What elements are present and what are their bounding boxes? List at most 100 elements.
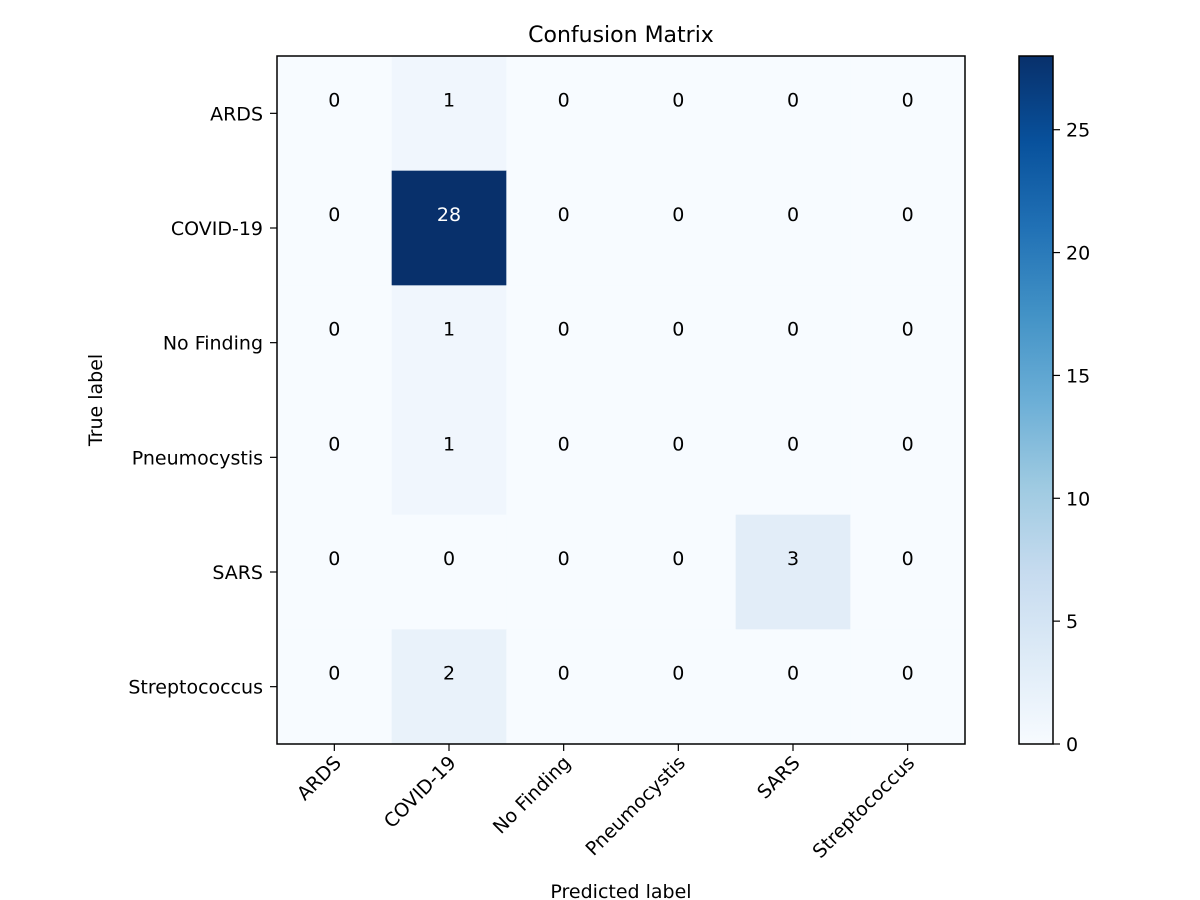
- colorbar-tick-label: 20: [1066, 243, 1090, 265]
- x-tick-label: COVID-19: [380, 752, 461, 833]
- heatmap-cell: [506, 629, 622, 745]
- y-tick-label: SARS: [212, 562, 263, 584]
- x-tick-label: SARS: [753, 752, 804, 803]
- heatmap-cell: [391, 170, 507, 286]
- heatmap-cell: [506, 56, 622, 172]
- heatmap-cell: [506, 285, 622, 401]
- cell-value-label: 0: [902, 663, 914, 685]
- heatmap-cell: [391, 629, 507, 745]
- heatmap-cell: [277, 400, 393, 516]
- y-tick-label: No Finding: [163, 333, 263, 355]
- heatmap-cell: [277, 514, 393, 630]
- heatmap-cell: [850, 629, 966, 745]
- cell-value-label: 0: [328, 433, 340, 455]
- cell-value-label: 1: [443, 89, 455, 111]
- cell-value-label: 0: [558, 433, 570, 455]
- cell-value-label: 0: [328, 319, 340, 341]
- x-axis-label: Predicted label: [550, 881, 691, 900]
- cell-value-label: 0: [787, 319, 799, 341]
- cell-value-label: 0: [558, 319, 570, 341]
- heatmap-cell: [735, 170, 851, 286]
- cell-value-label: 0: [672, 89, 684, 111]
- cell-value-label: 0: [558, 548, 570, 570]
- cell-value-label: 0: [902, 433, 914, 455]
- heatmap-cell: [391, 285, 507, 401]
- heatmap-cell: [621, 285, 737, 401]
- cell-value-label: 0: [787, 663, 799, 685]
- cell-value-label: 0: [328, 89, 340, 111]
- cell-value-label: 0: [558, 204, 570, 226]
- y-axis-label: True label: [85, 354, 107, 447]
- x-axis-ticks: ARDS COVID-19 No Finding Pneumocystis SARS St…: [293, 744, 919, 863]
- heatmap-cell: [850, 285, 966, 401]
- cell-value-label: 0: [672, 319, 684, 341]
- y-axis-ticks: ARDS COVID-19 No Finding Pneumocystis SARS St…: [128, 103, 277, 699]
- cell-value-label: 1: [443, 433, 455, 455]
- y-tick-label: ARDS: [210, 103, 263, 125]
- colorbar-tick-label: 0: [1066, 734, 1078, 756]
- heatmap-cell: [621, 400, 737, 516]
- cell-value-label: 0: [672, 663, 684, 685]
- chart-title: Confusion Matrix: [528, 23, 714, 48]
- colorbar: [1018, 55, 1054, 745]
- heatmap-cells: [277, 56, 966, 745]
- heatmap-cell: [735, 400, 851, 516]
- cell-value-label: 0: [902, 319, 914, 341]
- cell-value-label: 2: [443, 663, 455, 685]
- colorbar-tick-label: 25: [1066, 120, 1090, 142]
- heatmap-cell: [621, 56, 737, 172]
- heatmap-cell: [735, 285, 851, 401]
- heatmap-cell: [277, 170, 393, 286]
- heatmap-cell: [621, 514, 737, 630]
- cell-value-label: 0: [672, 204, 684, 226]
- x-tick-label: Pneumocystis: [582, 752, 690, 860]
- cell-value-label: 0: [443, 548, 455, 570]
- colorbar-ticks: 0 5 10 15 20 25: [1053, 120, 1090, 756]
- heatmap-cell: [850, 170, 966, 286]
- heatmap-cell: [850, 56, 966, 172]
- cell-value-label: 0: [672, 548, 684, 570]
- cell-value-label: 0: [328, 663, 340, 685]
- heatmap-cell: [506, 170, 622, 286]
- heatmap-cell: [735, 56, 851, 172]
- y-tick-label: Pneumocystis: [132, 447, 263, 469]
- heatmap-cell: [391, 514, 507, 630]
- heatmap-cell: [850, 514, 966, 630]
- heatmap-cell: [850, 400, 966, 516]
- heatmap-cell: [391, 400, 507, 516]
- heatmap-cell: [277, 629, 393, 745]
- cell-value-label: 0: [787, 433, 799, 455]
- heatmap-cell: [277, 56, 393, 172]
- heatmap-cell: [391, 56, 507, 172]
- heatmap-cell: [277, 285, 393, 401]
- heatmap-cell: [735, 629, 851, 745]
- cell-value-label: 0: [902, 204, 914, 226]
- cell-value-label: 0: [787, 204, 799, 226]
- cell-value-label: 0: [558, 89, 570, 111]
- x-tick-label: ARDS: [293, 752, 346, 805]
- heatmap-cell: [621, 170, 737, 286]
- cell-value-label: 0: [328, 548, 340, 570]
- heatmap-cell: [621, 629, 737, 745]
- cell-value-label: 0: [787, 89, 799, 111]
- heatmap-cell: [506, 400, 622, 516]
- cell-value-label: 3: [787, 548, 799, 570]
- cell-value-label: 0: [328, 204, 340, 226]
- colorbar-tick-label: 5: [1066, 611, 1078, 633]
- colorbar-tick-label: 10: [1066, 488, 1090, 510]
- cell-value-labels: 0 1 0 0 0 0 0 28 0 0 0 0 0 1 0 0 0 0 0 1 0 0 0 0 0 0 0 0 3 0 0 2 0 0 0 0: [328, 89, 913, 684]
- cell-value-label: 0: [672, 433, 684, 455]
- cell-value-label: 0: [902, 548, 914, 570]
- cell-value-label: 28: [437, 204, 461, 226]
- cell-value-label: 0: [558, 663, 570, 685]
- x-tick-label: No Finding: [489, 752, 575, 838]
- heatmap-cell: [735, 514, 851, 630]
- x-tick-label: Streptococcus: [808, 752, 919, 863]
- colorbar-tick-label: 15: [1066, 365, 1090, 387]
- cell-value-label: 0: [902, 89, 914, 111]
- heatmap-cell: [506, 514, 622, 630]
- y-tick-label: COVID-19: [171, 218, 263, 240]
- y-tick-label: Streptococcus: [128, 677, 263, 699]
- plot-frame: [276, 55, 966, 745]
